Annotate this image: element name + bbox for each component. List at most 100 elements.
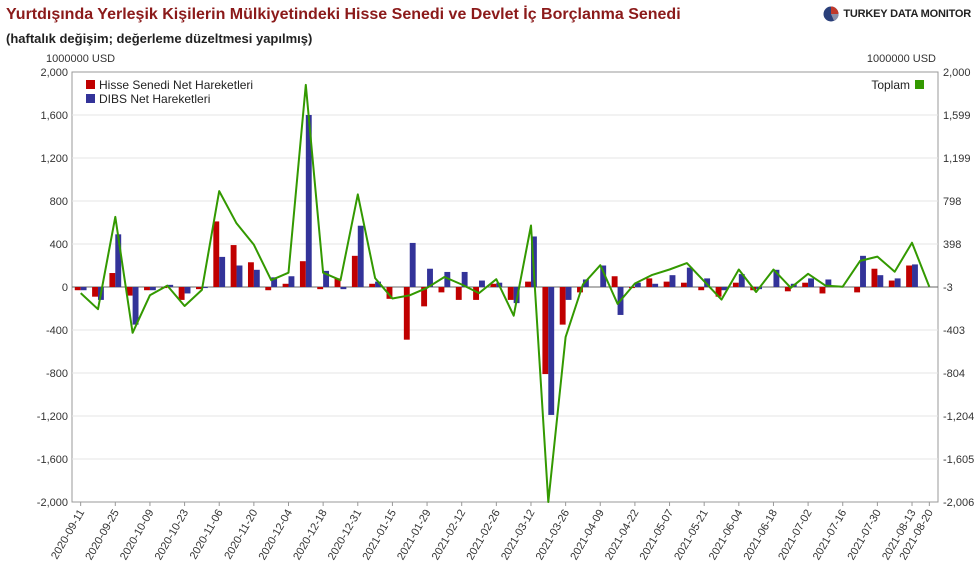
bar — [854, 287, 861, 293]
y-left-tick-label: 1,600 — [40, 110, 68, 122]
bar — [802, 282, 809, 287]
bar — [455, 287, 462, 300]
bar — [109, 273, 116, 287]
x-tick-label: 2021-07-16 — [811, 508, 850, 563]
x-tick-label: 2021-03-12 — [499, 508, 538, 563]
bar — [652, 283, 659, 287]
y-left-tick-label: -400 — [46, 325, 68, 337]
y-right-tick-label: -804 — [943, 368, 965, 380]
x-tick-label: 2021-05-21 — [672, 508, 711, 563]
bar — [565, 287, 572, 300]
bar — [178, 287, 185, 300]
x-tick-label: 2021-02-12 — [430, 508, 469, 563]
pie-logo-icon — [823, 6, 839, 22]
bar — [819, 287, 826, 294]
bar — [860, 255, 866, 287]
bar — [219, 256, 226, 287]
bar — [877, 275, 884, 287]
bar — [201, 287, 208, 289]
bar — [115, 234, 122, 287]
legend-label: Hisse Senedi Net Hareketleri — [99, 78, 253, 92]
bar — [721, 287, 728, 291]
y-left-tick-label: 1,200 — [40, 153, 68, 165]
right-unit-label: 1000000 USD — [867, 53, 936, 65]
chart-title: Yurtdışında Yerleşik Kişilerin Mülkiyeti… — [6, 6, 681, 23]
bar — [611, 276, 618, 287]
x-tick-label: 2021-05-07 — [638, 508, 677, 563]
bar — [149, 287, 156, 291]
brand-name: TURKEY DATA MONITOR — [843, 8, 971, 20]
bar — [698, 287, 705, 291]
legend-swatch — [86, 94, 95, 103]
bar — [479, 280, 485, 287]
bar — [80, 287, 87, 291]
bar — [542, 287, 549, 375]
bar — [317, 287, 324, 290]
bar — [236, 265, 243, 287]
bar — [351, 255, 358, 287]
x-tick-label: 2021-01-15 — [360, 508, 399, 563]
y-right-tick-label: -2,006 — [943, 497, 974, 509]
y-right-tick-label: -3 — [943, 282, 953, 294]
bar — [403, 287, 410, 340]
bar — [525, 281, 531, 287]
x-tick-label: 2020-10-09 — [118, 508, 157, 563]
x-tick-label: 2021-02-26 — [464, 507, 503, 562]
y-left-tick-label: -1,200 — [37, 411, 68, 423]
bar — [577, 287, 583, 293]
x-tick-label: 2020-11-20 — [222, 508, 260, 562]
bar — [357, 225, 364, 287]
bar — [126, 287, 133, 296]
bar — [507, 287, 514, 300]
y-left-tick-label: 0 — [62, 282, 68, 294]
bar — [686, 267, 693, 287]
bar — [548, 287, 555, 415]
brand-logo: TURKEY DATA MONITOR — [823, 6, 971, 22]
y-left-tick-label: -800 — [46, 368, 68, 380]
legend-label: DIBS Net Hareketleri — [99, 92, 210, 106]
bar — [386, 287, 393, 299]
bar — [253, 269, 260, 287]
bar — [513, 287, 520, 304]
bar — [634, 282, 641, 287]
bar — [461, 271, 468, 287]
bar — [421, 287, 428, 307]
total-line — [80, 83, 931, 503]
bar — [409, 242, 416, 287]
bar — [340, 287, 347, 290]
y-left-tick-label: 800 — [50, 196, 68, 208]
bar — [265, 287, 272, 291]
bar — [784, 287, 791, 292]
line-series — [80, 83, 931, 503]
bar — [680, 282, 687, 287]
chart-subtitle: (haftalık değişim; değerleme düzeltmesi … — [6, 31, 313, 46]
y-right-tick-label: 398 — [943, 239, 961, 251]
bar — [888, 280, 895, 287]
bar — [305, 115, 312, 287]
x-tick-label: 2020-09-11 — [49, 508, 87, 562]
x-tick-label: 2021-07-30 — [845, 508, 884, 563]
bar — [144, 287, 150, 291]
bar — [663, 281, 670, 287]
x-tick-label: 2021-06-18 — [742, 508, 781, 563]
y-right-tick-label: 1,199 — [943, 153, 971, 165]
bar — [912, 264, 918, 287]
x-tick-label: 2020-11-06 — [188, 508, 226, 562]
y-left-tick-label: 400 — [50, 239, 68, 251]
bar — [473, 287, 480, 300]
bar — [715, 287, 722, 297]
bar — [230, 245, 237, 287]
bar — [444, 271, 451, 287]
y-right-tick-label: -403 — [943, 325, 965, 337]
y-left-tick-label: -1,600 — [37, 454, 68, 466]
y-right-tick-label: 1,599 — [943, 110, 971, 122]
y-left-tick-label: 2,000 — [40, 67, 68, 79]
x-tick-label: 2021-06-04 — [707, 508, 746, 563]
bar — [438, 287, 445, 293]
x-tick-label: 2021-07-02 — [776, 508, 815, 563]
bar — [167, 284, 174, 287]
legend-swatch — [915, 80, 924, 89]
bar — [871, 268, 878, 287]
bar — [732, 282, 739, 287]
